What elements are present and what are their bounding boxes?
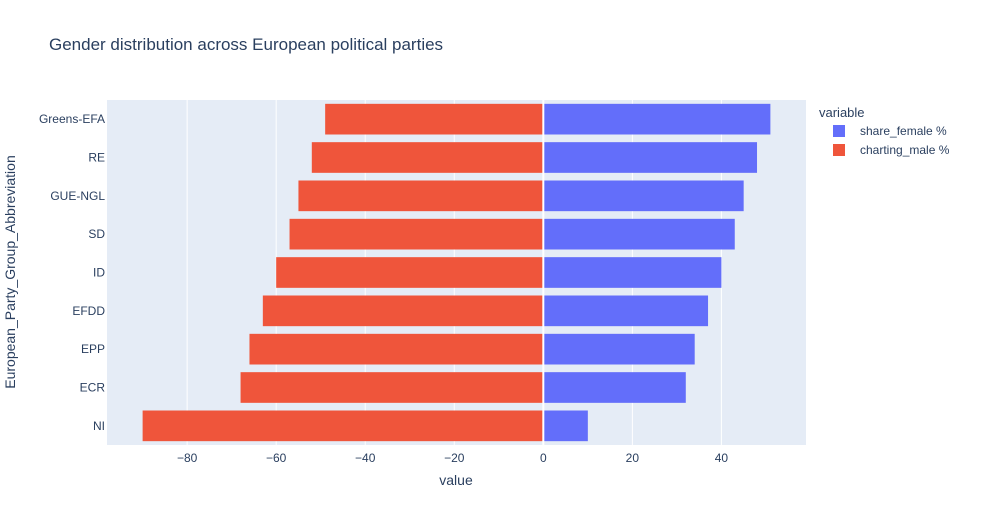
y-tick-label: Greens-EFA [39,112,105,126]
male-bar-sd[interactable] [289,218,544,250]
legend-swatch[interactable] [833,125,845,137]
legend-swatch[interactable] [833,144,845,156]
male-bar-epp[interactable] [249,333,544,365]
legend-items: share_female % charting_male % [833,124,950,157]
female-bar-epp[interactable] [543,333,695,365]
x-tick-labels: −80 −60 −40 −20 0 20 40 [177,451,728,465]
x-tick-label: 40 [715,451,729,465]
female-bar-ecr[interactable] [543,372,686,403]
female-bar-re[interactable] [543,142,758,173]
female-bar-greens-efa[interactable] [543,103,771,135]
y-tick-label: GUE-NGL [50,189,105,203]
x-tick-label: −80 [177,451,198,465]
male-bar-greens-efa[interactable] [325,103,544,135]
male-bar-id[interactable] [276,257,544,288]
y-tick-label: RE [88,151,105,165]
legend: variable share_female % charting_male % [819,105,950,157]
male-bar-efdd[interactable] [262,295,544,327]
x-tick-label: 20 [626,451,640,465]
chart-title: Gender distribution across European poli… [49,35,443,54]
female-bar-id[interactable] [543,257,722,288]
x-axis-title: value [439,472,473,488]
bars [142,100,771,445]
male-bar-ni[interactable] [142,410,544,442]
legend-title: variable [819,105,865,120]
y-tick-label: NI [93,419,105,433]
female-bar-efdd[interactable] [543,295,709,327]
y-tick-label: SD [88,227,105,241]
y-tick-label: EFDD [72,304,105,318]
y-tick-labels: NI ECR EPP EFDD ID SD GUE-NGL RE Greens-EFA [39,112,105,433]
female-bar-sd[interactable] [543,218,735,250]
y-tick-label: ID [93,266,105,280]
y-tick-label: ECR [80,381,106,395]
x-tick-label: −40 [355,451,376,465]
x-tick-label: −60 [266,451,287,465]
y-axis-title: European_Party_Group_Abbreviation [2,155,18,389]
legend-label[interactable]: share_female % [860,124,947,138]
x-tick-label: 0 [540,451,547,465]
x-tick-label: −20 [444,451,465,465]
female-bar-ni[interactable] [543,410,588,442]
male-bar-re[interactable] [311,142,544,173]
legend-label[interactable]: charting_male % [860,143,950,157]
female-bar-gue-ngl[interactable] [543,180,744,212]
male-bar-ecr[interactable] [240,372,544,403]
male-bar-gue-ngl[interactable] [298,180,544,212]
y-tick-label: EPP [81,342,105,356]
